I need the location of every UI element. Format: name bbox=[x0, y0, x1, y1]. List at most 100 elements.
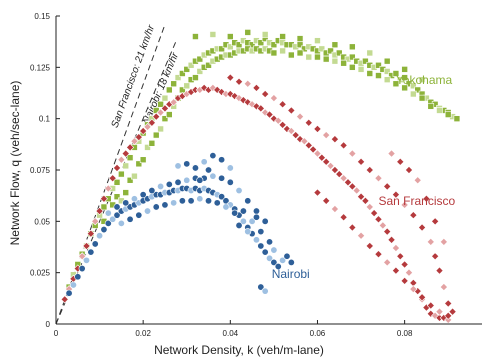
data-point bbox=[400, 276, 409, 285]
data-point bbox=[226, 164, 234, 172]
data-point bbox=[144, 144, 151, 151]
y-tick-label: 0.075 bbox=[30, 166, 51, 175]
data-point bbox=[357, 66, 365, 73]
data-point bbox=[196, 55, 204, 63]
data-point bbox=[152, 203, 160, 211]
series-markers bbox=[65, 29, 461, 291]
data-point bbox=[192, 33, 199, 40]
data-point bbox=[435, 266, 444, 275]
data-point bbox=[161, 94, 169, 102]
data-point bbox=[296, 49, 304, 57]
data-point bbox=[126, 176, 134, 184]
series-label: Yokohama bbox=[396, 73, 453, 87]
data-point bbox=[165, 180, 173, 188]
data-point bbox=[304, 141, 313, 150]
data-point bbox=[339, 213, 348, 222]
data-point bbox=[209, 31, 217, 38]
data-point bbox=[161, 201, 169, 209]
data-point bbox=[370, 209, 379, 218]
data-point bbox=[239, 217, 247, 225]
data-point bbox=[304, 118, 313, 127]
data-point bbox=[352, 186, 361, 195]
data-point bbox=[170, 199, 178, 207]
data-point bbox=[362, 57, 369, 65]
data-point bbox=[261, 217, 269, 225]
data-point bbox=[209, 152, 217, 160]
data-point bbox=[313, 124, 322, 133]
data-point bbox=[265, 110, 274, 119]
data-point bbox=[296, 112, 305, 121]
data-point bbox=[200, 158, 208, 166]
data-point bbox=[113, 211, 121, 219]
data-point bbox=[339, 141, 348, 150]
data-point bbox=[401, 74, 408, 81]
data-point bbox=[383, 227, 392, 236]
data-point bbox=[139, 156, 147, 164]
data-point bbox=[348, 223, 357, 232]
data-point bbox=[318, 45, 326, 53]
data-point bbox=[174, 74, 182, 81]
data-point bbox=[378, 221, 387, 230]
data-point bbox=[113, 179, 121, 186]
data-point bbox=[227, 43, 234, 51]
y-tick-label: 0.1 bbox=[39, 115, 51, 124]
data-point bbox=[148, 140, 156, 147]
data-point bbox=[426, 301, 435, 310]
data-point bbox=[218, 174, 226, 182]
data-point bbox=[383, 68, 391, 75]
data-point bbox=[91, 217, 100, 226]
data-point bbox=[117, 155, 126, 164]
data-point bbox=[314, 37, 321, 44]
data-point bbox=[314, 53, 321, 61]
data-point bbox=[444, 111, 452, 118]
y-axis-label: Network Flow, q (veh/sec-lane) bbox=[8, 81, 22, 246]
data-point bbox=[166, 111, 173, 118]
data-point bbox=[348, 182, 357, 191]
data-point bbox=[287, 126, 296, 136]
data-point bbox=[422, 194, 431, 203]
data-point bbox=[78, 265, 86, 273]
x-tick-label: 0.02 bbox=[135, 329, 151, 338]
y-axis-ticks: 0 0.025 0.05 0.075 0.1 0.125 0.15 bbox=[30, 12, 60, 329]
data-point bbox=[404, 268, 414, 277]
data-point bbox=[131, 172, 138, 180]
data-point bbox=[166, 86, 173, 94]
data-point bbox=[113, 203, 121, 211]
data-point bbox=[86, 229, 95, 238]
data-point bbox=[391, 266, 400, 275]
data-point bbox=[418, 94, 426, 102]
data-point bbox=[270, 246, 278, 254]
data-point bbox=[257, 228, 265, 236]
data-point bbox=[235, 221, 243, 229]
data-point bbox=[349, 43, 356, 51]
data-point bbox=[156, 108, 165, 117]
data-point bbox=[196, 195, 204, 203]
data-point bbox=[274, 263, 282, 271]
data-point bbox=[174, 162, 182, 170]
data-point bbox=[257, 39, 265, 46]
data-point bbox=[178, 197, 186, 205]
series-label: Nairobi bbox=[272, 267, 310, 281]
data-point bbox=[104, 209, 112, 217]
data-point bbox=[99, 194, 108, 203]
data-point bbox=[357, 157, 366, 166]
data-point bbox=[375, 61, 382, 69]
data-point bbox=[144, 207, 152, 215]
data-point bbox=[69, 281, 77, 289]
data-point bbox=[400, 200, 409, 209]
x-tick-label: 0.06 bbox=[310, 329, 326, 338]
data-point bbox=[78, 252, 87, 261]
data-point bbox=[361, 196, 370, 205]
data-point bbox=[248, 217, 256, 225]
data-point bbox=[414, 86, 422, 94]
data-point bbox=[431, 217, 440, 226]
data-point bbox=[252, 207, 260, 215]
y-tick-label: 0 bbox=[46, 320, 51, 329]
data-point bbox=[100, 226, 108, 234]
y-tick-label: 0.025 bbox=[30, 269, 51, 278]
data-point bbox=[287, 106, 296, 115]
data-point bbox=[269, 114, 278, 123]
data-point bbox=[139, 126, 148, 136]
data-point bbox=[261, 31, 269, 38]
